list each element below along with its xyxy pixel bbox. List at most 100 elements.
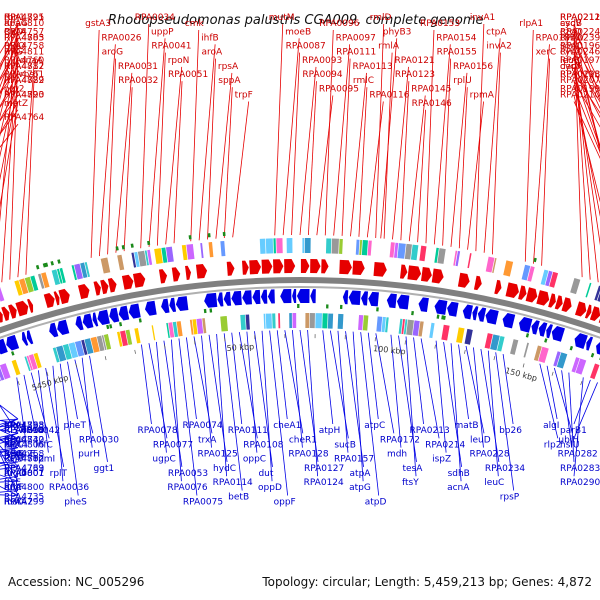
gene-label: RPA0074: [182, 421, 222, 431]
rna-marker: [297, 304, 300, 309]
leader-line: [458, 87, 468, 249]
cog-block: [120, 330, 128, 347]
gene-label: RPA0042: [20, 426, 60, 436]
gene-label: RPA0213: [410, 426, 450, 436]
gene-arrow: [462, 304, 473, 320]
leader-line: [316, 95, 334, 236]
cog-block: [540, 269, 549, 286]
gene-arrow: [185, 265, 192, 280]
gene-label: oppD: [258, 483, 282, 493]
leader-line: [467, 101, 484, 250]
leader-line: [450, 72, 468, 247]
gene-label: dut: [258, 469, 273, 479]
leader-line: [178, 338, 198, 496]
leader-line: [9, 52, 19, 280]
gene-label: rdxI: [4, 435, 21, 445]
leader-line: [573, 379, 591, 425]
gene-arrow: [561, 297, 572, 313]
cog-block: [74, 340, 85, 357]
gene-arrow: [204, 292, 218, 308]
cog-block: [315, 313, 323, 329]
gene-label: RPA4787: [4, 62, 44, 72]
gene-label: RPA0154: [436, 33, 476, 43]
gene-label: leuD: [470, 435, 491, 445]
cog-block: [523, 342, 529, 358]
cog-block: [286, 238, 293, 254]
gene-label: atpC: [364, 421, 385, 431]
cog-block: [74, 263, 83, 280]
gene-label: RPA0157: [334, 455, 374, 465]
gene-label: cycZ: [560, 48, 581, 58]
leader-line: [156, 341, 167, 453]
gene-label: RPA4765: [4, 421, 44, 431]
gene-label: betB: [228, 493, 249, 503]
leader-line: [81, 357, 93, 448]
gene-label: gstA3: [85, 19, 111, 29]
rna-marker: [441, 315, 445, 320]
cog-block: [196, 318, 204, 334]
gene-arrow: [368, 291, 379, 307]
tick-mark: [134, 349, 136, 354]
gene-label: ispZ: [432, 455, 451, 465]
cog-block: [0, 378, 1, 382]
gene-label: RPA0031: [118, 62, 158, 72]
gene-label: RPA0111: [336, 48, 376, 58]
cog-block: [137, 250, 147, 267]
leader-line: [223, 87, 233, 238]
leader-line: [442, 58, 452, 246]
gene-label: purH: [78, 450, 100, 460]
leader-line: [98, 44, 116, 257]
gene-label: rmlC: [353, 76, 374, 86]
cog-block: [273, 238, 276, 254]
leader-line: [67, 361, 78, 420]
gene-arrow: [161, 298, 170, 314]
cog-block: [276, 238, 283, 254]
cog-block: [240, 314, 246, 330]
gene-arrow: [502, 312, 516, 329]
gene-arrow: [58, 288, 70, 305]
leader-line: [0, 38, 19, 88]
rna-marker: [207, 233, 211, 238]
gene-label: RPA0183: [535, 33, 575, 43]
gene-label: RPA4799: [4, 498, 44, 508]
gene-arrow: [574, 333, 588, 349]
cog-block: [545, 270, 553, 287]
gene-arrow: [310, 289, 316, 304]
tick-mark: [46, 371, 49, 376]
cog-block: [597, 292, 600, 302]
gene-label: RPA0211: [560, 13, 600, 23]
gene-label: rpmA: [470, 91, 495, 101]
gene-label: RPA0041: [151, 42, 191, 52]
leader-line: [291, 52, 300, 236]
gene-label: RPA0228: [469, 450, 509, 460]
cog-block: [453, 250, 458, 266]
gene-arrow: [53, 291, 60, 306]
leader-line: [37, 370, 49, 453]
cog-block: [265, 313, 273, 329]
cog-block: [166, 322, 170, 338]
leader-line: [0, 429, 19, 439]
gene-label: lysA: [4, 450, 24, 460]
gene-arrow: [361, 291, 369, 306]
cog-block: [594, 285, 600, 301]
gene-arrow: [217, 292, 224, 307]
gene-arrow: [6, 334, 20, 351]
gene-label: rplT: [50, 469, 68, 479]
gene-label: tesA: [402, 464, 423, 474]
gene-label: atpA: [350, 469, 372, 479]
rna-marker: [109, 324, 113, 329]
rna-marker: [569, 345, 574, 351]
gene-label: RPA4800: [4, 483, 44, 493]
gene-arrow: [321, 259, 329, 274]
leader-line: [115, 72, 133, 253]
cog-block: [263, 313, 266, 329]
leader-line: [171, 339, 182, 482]
cog-block: [28, 354, 38, 370]
rna-marker: [203, 308, 207, 314]
cog-block: [309, 313, 315, 329]
cog-block: [189, 319, 194, 335]
cog-block: [30, 275, 39, 291]
leader-line: [59, 363, 79, 496]
gene-arrow: [431, 268, 444, 284]
gene-label: msrA2: [4, 498, 33, 508]
